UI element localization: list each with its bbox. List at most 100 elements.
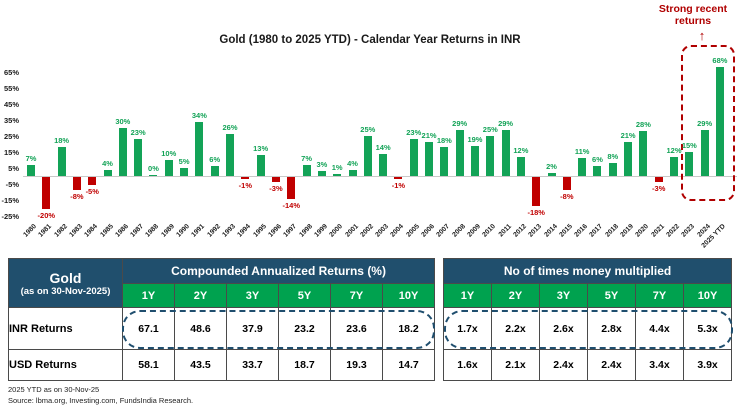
bar-value-label: 13% (253, 144, 269, 154)
annotation-line1: Strong recent (658, 3, 728, 15)
bar-value-label: 8% (607, 152, 619, 162)
bar-value-label: 19% (467, 134, 483, 144)
y-axis-tick-label: 5% (8, 164, 19, 173)
bar-1989 (164, 160, 173, 176)
multiplier-value-cell: 1.7x (443, 307, 492, 350)
bar-value-label: 11% (574, 147, 590, 157)
bar-value-label: 2% (546, 161, 557, 171)
column-header-car-2y: 2Y (174, 283, 227, 308)
footnote-source: Source: lbma.org, Investing.com, FundsIn… (8, 396, 194, 405)
bar-1998 (302, 164, 311, 176)
bar-value-label: 29% (697, 118, 713, 128)
bar-2004 (394, 177, 403, 179)
bar-2014 (547, 172, 556, 176)
bar-value-label: 1% (331, 163, 343, 173)
column-header-mult-3y: 3Y (539, 283, 588, 308)
bar-1983 (72, 177, 81, 190)
bar-value-label: 6% (592, 155, 603, 165)
multiplier-value-cell: 2.2x (491, 307, 540, 350)
column-header-car-10y: 10Y (381, 283, 436, 308)
bar-value-label: 3% (316, 160, 328, 170)
bar-value-label: 68% (712, 56, 728, 66)
bar-2025-ytd (715, 67, 724, 176)
car-value-cell: 37.9 (226, 307, 279, 350)
annotation-strong-recent-returns: Strong recent returns (648, 3, 738, 27)
bar-value-label: 26% (222, 123, 238, 133)
column-header-car-5y: 5Y (278, 283, 331, 308)
bar-value-label: 18% (54, 136, 70, 146)
bar-value-label: 18% (436, 136, 452, 146)
bar-value-label: 5% (178, 157, 190, 166)
bar-1990 (180, 168, 189, 176)
bar-value-label: 12% (666, 145, 682, 155)
column-header-mult-1y: 1Y (443, 283, 492, 308)
bar-2001 (348, 169, 357, 176)
bar-value-label: -1% (238, 180, 252, 190)
bar-value-label: -8% (70, 191, 84, 201)
bar-value-label: 21% (620, 131, 636, 141)
bar-1981 (42, 177, 51, 209)
inr-returns-highlight-oval (122, 310, 435, 349)
multiplier-value-cell: 2.8x (587, 307, 636, 350)
car-value-cell: 14.7 (381, 349, 436, 381)
bar-value-label: 4% (347, 158, 358, 168)
car-value-cell: 23.2 (278, 307, 331, 350)
bar-value-label: -3% (652, 183, 666, 193)
bar-value-label: -18% (527, 207, 545, 217)
bar-2011 (501, 129, 510, 176)
bar-1995 (256, 155, 265, 176)
table-corner-title: Gold (49, 269, 82, 286)
x-axis-line (23, 176, 737, 177)
bar-2020 (639, 131, 648, 176)
bar-1988 (149, 174, 158, 176)
bar-1987 (134, 139, 143, 176)
bar-2015 (562, 177, 571, 190)
car-value-cell: 19.3 (330, 349, 383, 381)
row-label-inr: INR Returns (8, 307, 123, 350)
bar-2022 (670, 156, 679, 176)
bar-2012 (516, 156, 525, 176)
bar-value-label: 25% (360, 125, 376, 134)
bar-value-label: 25% (482, 125, 498, 134)
bar-value-label: 7% (25, 153, 37, 163)
bar-1996 (271, 177, 280, 182)
bar-value-label: -20% (37, 211, 56, 220)
bar-value-label: -1% (391, 180, 406, 190)
y-axis-tick-label: -25% (1, 212, 19, 221)
bar-1997 (287, 177, 296, 200)
multiplier-value-cell: 2.1x (491, 349, 540, 381)
column-header-car-3y: 3Y (226, 283, 279, 308)
car-value-cell: 58.1 (122, 349, 175, 381)
bar-value-label: 29% (498, 118, 514, 128)
bar-2010 (486, 136, 495, 176)
bar-2008 (455, 129, 464, 176)
bar-2018 (608, 163, 617, 176)
bar-value-label: 23% (406, 128, 422, 138)
car-value-cell: 48.6 (174, 307, 227, 350)
bar-1992 (210, 166, 219, 176)
bar-value-label: 7% (301, 153, 312, 163)
bar-value-label: 6% (209, 155, 221, 165)
multiplier-value-cell: 3.4x (635, 349, 684, 381)
column-header-mult-10y: 10Y (682, 283, 733, 308)
bar-value-label: 0% (148, 163, 159, 173)
bar-2017 (593, 166, 602, 176)
bar-2006 (425, 142, 434, 176)
y-axis-tick-label: -5% (5, 180, 19, 189)
y-axis-tick-label: 25% (3, 132, 19, 141)
bar-value-label: -8% (560, 191, 574, 201)
table-corner-cell: Gold (as on 30-Nov-2025) (8, 258, 123, 308)
chart-title: Gold (1980 to 2025 YTD) - Calendar Year … (219, 34, 521, 46)
bar-value-label: 14% (375, 142, 391, 152)
y-axis-tick-label: 55% (3, 84, 19, 93)
column-header-car-7y: 7Y (330, 283, 383, 308)
y-axis-tick-label: 45% (3, 100, 19, 109)
car-value-cell: 23.6 (330, 307, 383, 350)
multiplier-value-cell: 2.6x (539, 307, 588, 350)
bar-2007 (440, 147, 449, 176)
bar-2002 (363, 136, 372, 176)
bar-2005 (409, 139, 418, 176)
bar-2009 (470, 145, 479, 176)
bar-value-label: 23% (130, 128, 146, 138)
multiplier-value-cell: 2.4x (587, 349, 636, 381)
